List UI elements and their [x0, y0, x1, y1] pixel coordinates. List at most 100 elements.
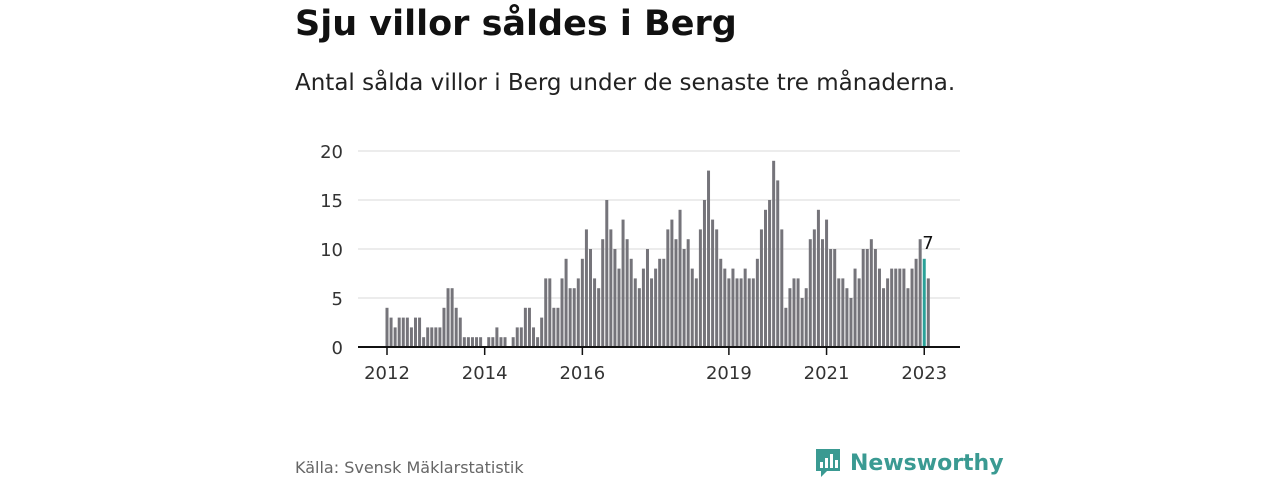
bar — [601, 239, 605, 347]
bar — [768, 200, 772, 347]
bar — [812, 229, 816, 347]
bar — [772, 160, 776, 347]
bar — [902, 268, 906, 347]
bar — [540, 317, 544, 347]
bar — [617, 268, 621, 347]
bar — [894, 268, 898, 347]
bar — [625, 239, 629, 347]
bar — [873, 249, 877, 347]
bar — [788, 288, 792, 347]
bar — [479, 337, 483, 347]
brand-name: Newsworthy — [850, 450, 1004, 476]
bar — [808, 239, 812, 347]
y-tick-label: 15 — [320, 191, 343, 212]
bar — [454, 307, 458, 347]
bars — [385, 160, 930, 347]
value-labels: 7 — [922, 233, 933, 254]
bar — [792, 278, 796, 347]
bar — [462, 337, 466, 347]
bar — [743, 268, 747, 347]
bar — [898, 268, 902, 347]
bar — [397, 317, 401, 347]
bar — [841, 278, 845, 347]
bar — [886, 278, 890, 347]
bar — [426, 327, 430, 347]
bar — [572, 288, 576, 347]
bar — [820, 239, 824, 347]
x-tick-label: 2019 — [706, 363, 752, 384]
bar — [495, 327, 499, 347]
x-tick-label: 2021 — [804, 363, 850, 384]
bar — [605, 200, 609, 347]
source-note: Källa: Svensk Mäklarstatistik — [295, 458, 524, 477]
bar — [723, 268, 727, 347]
bar — [849, 298, 853, 347]
bar — [519, 327, 523, 347]
bar — [442, 307, 446, 347]
bar — [536, 337, 540, 347]
bar — [499, 337, 503, 347]
bar — [589, 249, 592, 347]
bar — [641, 268, 645, 347]
bar — [593, 278, 597, 347]
bar — [853, 268, 857, 347]
bar — [698, 229, 702, 347]
y-tick-label: 20 — [320, 142, 343, 163]
bar — [678, 209, 682, 347]
bar — [418, 317, 422, 347]
bar — [833, 249, 837, 347]
bar — [857, 278, 861, 347]
bar — [389, 317, 393, 347]
bar — [609, 229, 613, 347]
bar — [434, 327, 438, 347]
bar — [755, 258, 759, 347]
bar — [580, 258, 584, 347]
bar — [780, 229, 784, 347]
bar — [861, 249, 865, 347]
bar — [470, 337, 474, 347]
bar — [800, 298, 804, 347]
bar — [816, 209, 820, 347]
bar — [438, 327, 442, 347]
bar — [568, 288, 572, 347]
bar — [393, 327, 397, 347]
newsworthy-logo[interactable]: Newsworthy — [814, 446, 1004, 480]
bar — [401, 317, 405, 347]
bar — [906, 288, 910, 347]
bar — [694, 278, 698, 347]
bar — [914, 258, 918, 347]
bar — [666, 229, 670, 347]
bar — [686, 239, 690, 347]
bar — [552, 307, 556, 347]
bar — [751, 278, 755, 347]
bar — [613, 249, 617, 347]
bar — [837, 278, 841, 347]
bar — [523, 307, 527, 347]
bar — [747, 278, 751, 347]
bar — [890, 268, 894, 347]
chart-subtitle: Antal sålda villor i Berg under de senas… — [295, 70, 956, 96]
bar — [584, 229, 588, 347]
bar — [503, 337, 507, 347]
bar — [759, 229, 763, 347]
bar — [491, 337, 495, 347]
bar — [430, 327, 434, 347]
bar — [829, 249, 833, 347]
x-tick-label: 2023 — [901, 363, 947, 384]
bar — [739, 278, 743, 347]
bar — [796, 278, 800, 347]
bar — [621, 219, 625, 347]
bar — [515, 327, 519, 347]
bar — [670, 219, 674, 347]
bar — [918, 239, 922, 347]
x-tick-label: 2016 — [559, 363, 605, 384]
bar — [527, 307, 531, 347]
bar — [926, 278, 930, 347]
bar — [422, 337, 426, 347]
bar — [405, 317, 409, 347]
bar — [450, 288, 454, 347]
bar — [413, 317, 417, 347]
bar — [658, 258, 662, 347]
bar — [869, 239, 873, 347]
bar — [548, 278, 552, 347]
